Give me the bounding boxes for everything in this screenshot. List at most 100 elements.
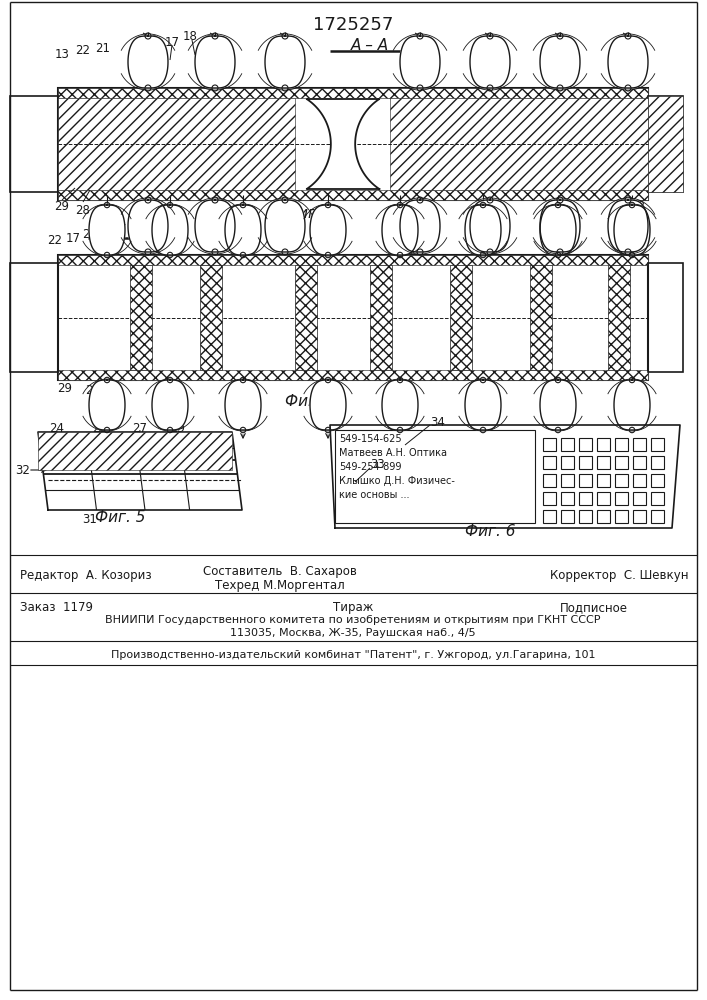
Polygon shape bbox=[465, 205, 501, 255]
Bar bbox=[633, 510, 646, 523]
Polygon shape bbox=[89, 380, 125, 430]
Text: Фиг. 5: Фиг. 5 bbox=[95, 510, 145, 526]
Text: 29: 29 bbox=[170, 422, 185, 434]
Bar bbox=[651, 510, 664, 523]
Polygon shape bbox=[310, 380, 346, 430]
Text: 23: 23 bbox=[160, 224, 175, 236]
Bar bbox=[58, 255, 648, 380]
Polygon shape bbox=[382, 380, 418, 430]
Text: А – А: А – А bbox=[351, 37, 389, 52]
Text: 26: 26 bbox=[100, 206, 115, 219]
Text: Корректор  С. Шевкун: Корректор С. Шевкун bbox=[550, 569, 689, 582]
Text: 33: 33 bbox=[370, 458, 385, 472]
Text: 22: 22 bbox=[76, 43, 90, 56]
Bar bbox=[608, 265, 630, 370]
Bar bbox=[633, 438, 646, 451]
Bar bbox=[615, 438, 628, 451]
Text: Техред М.Моргентал: Техред М.Моргентал bbox=[215, 579, 345, 592]
Bar bbox=[335, 430, 535, 523]
Bar bbox=[633, 492, 646, 505]
Polygon shape bbox=[195, 36, 235, 88]
Text: 28: 28 bbox=[631, 200, 645, 214]
Text: 19: 19 bbox=[206, 33, 221, 46]
Text: 17: 17 bbox=[66, 232, 81, 244]
Text: 21: 21 bbox=[100, 226, 115, 238]
Bar bbox=[579, 492, 592, 505]
Text: 16: 16 bbox=[143, 33, 158, 46]
Bar bbox=[561, 438, 574, 451]
Text: 31: 31 bbox=[83, 513, 98, 526]
Bar bbox=[543, 456, 556, 469]
Bar bbox=[633, 456, 646, 469]
Polygon shape bbox=[470, 36, 510, 88]
Text: Подписное: Подписное bbox=[560, 601, 628, 614]
Polygon shape bbox=[614, 205, 650, 255]
Polygon shape bbox=[128, 36, 168, 88]
Polygon shape bbox=[195, 200, 235, 252]
Bar bbox=[597, 474, 610, 487]
Bar bbox=[543, 438, 556, 451]
Text: 17: 17 bbox=[165, 35, 180, 48]
Polygon shape bbox=[38, 432, 242, 510]
Bar bbox=[651, 438, 664, 451]
Bar bbox=[651, 492, 664, 505]
Text: 34: 34 bbox=[430, 416, 445, 430]
Bar bbox=[597, 510, 610, 523]
Bar bbox=[295, 265, 317, 370]
Bar bbox=[58, 190, 648, 200]
Bar bbox=[615, 474, 628, 487]
Bar bbox=[543, 474, 556, 487]
Bar bbox=[530, 265, 552, 370]
Bar bbox=[615, 492, 628, 505]
Bar bbox=[651, 456, 664, 469]
Text: 1725257: 1725257 bbox=[312, 16, 393, 34]
Bar bbox=[597, 456, 610, 469]
Text: 549-154-625
Матвеев А.Н. Оптика
549-254-899
Клышко Д.Н. Физичес-
кие основы ...: 549-154-625 Матвеев А.Н. Оптика 549-254-… bbox=[339, 434, 455, 500]
Bar bbox=[58, 98, 295, 190]
Bar bbox=[543, 492, 556, 505]
Text: 29: 29 bbox=[54, 200, 69, 214]
Text: Производственно-издательский комбинат "Патент", г. Ужгород, ул.Гагарина, 101: Производственно-издательский комбинат "П… bbox=[111, 650, 595, 660]
Polygon shape bbox=[540, 36, 580, 88]
Bar bbox=[615, 510, 628, 523]
Polygon shape bbox=[265, 36, 305, 88]
Text: 29: 29 bbox=[57, 381, 73, 394]
Bar bbox=[561, 510, 574, 523]
Polygon shape bbox=[470, 200, 510, 252]
Text: 22: 22 bbox=[47, 234, 62, 247]
Polygon shape bbox=[265, 200, 305, 252]
Polygon shape bbox=[128, 200, 168, 252]
Bar bbox=[38, 432, 232, 470]
Text: 27: 27 bbox=[132, 422, 148, 434]
Text: 21: 21 bbox=[95, 41, 110, 54]
Text: 23: 23 bbox=[93, 422, 107, 434]
Polygon shape bbox=[540, 380, 576, 430]
Bar bbox=[370, 265, 392, 370]
Bar bbox=[200, 265, 222, 370]
Polygon shape bbox=[608, 200, 648, 252]
Text: Заказ  1179: Заказ 1179 bbox=[20, 601, 93, 614]
Text: 32: 32 bbox=[15, 464, 30, 477]
Bar bbox=[651, 474, 664, 487]
Polygon shape bbox=[330, 425, 680, 528]
Polygon shape bbox=[307, 99, 379, 189]
Text: Редактор  А. Козориз: Редактор А. Козориз bbox=[20, 569, 151, 582]
Bar bbox=[579, 510, 592, 523]
Bar bbox=[579, 474, 592, 487]
Bar bbox=[130, 265, 152, 370]
Bar bbox=[58, 370, 648, 380]
Polygon shape bbox=[400, 36, 440, 88]
Polygon shape bbox=[152, 205, 188, 255]
Bar bbox=[58, 88, 648, 200]
Bar bbox=[597, 438, 610, 451]
Bar bbox=[561, 474, 574, 487]
Text: Составитель  В. Сахаров: Составитель В. Сахаров bbox=[203, 565, 357, 578]
Text: Тираж: Тираж bbox=[333, 601, 373, 614]
Polygon shape bbox=[465, 380, 501, 430]
Bar bbox=[450, 265, 472, 370]
Polygon shape bbox=[382, 205, 418, 255]
Bar bbox=[648, 96, 683, 192]
Text: 20: 20 bbox=[83, 229, 98, 241]
Text: 13: 13 bbox=[54, 47, 69, 60]
Polygon shape bbox=[540, 200, 580, 252]
